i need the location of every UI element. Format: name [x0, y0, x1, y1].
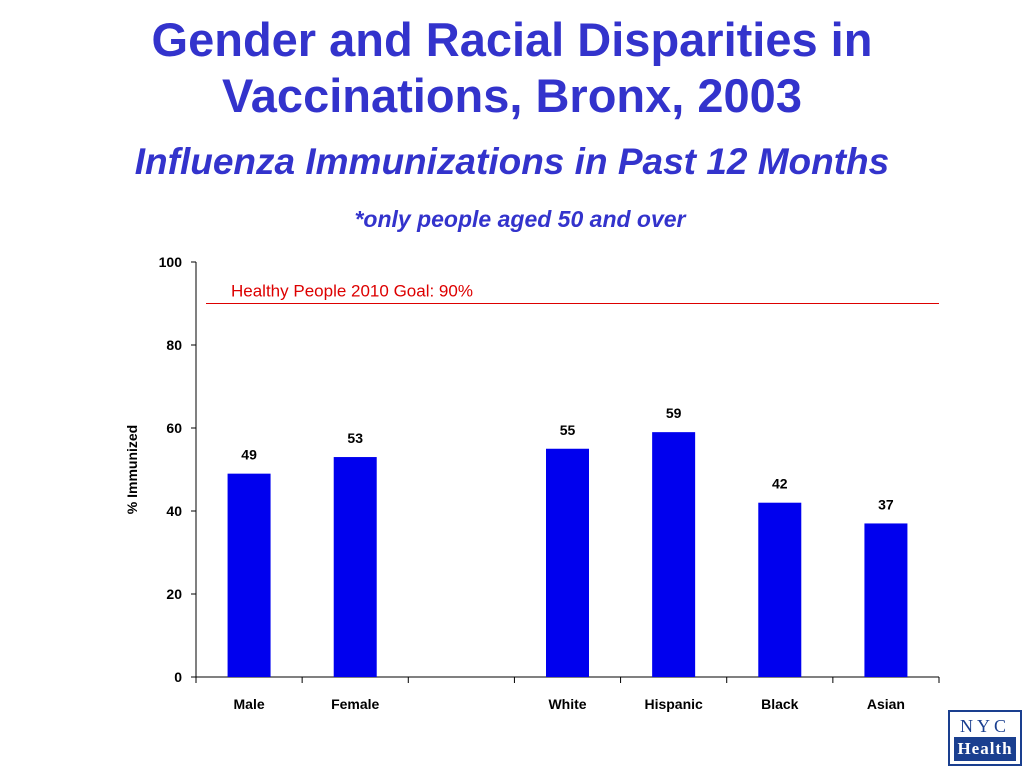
x-category-label: Asian: [867, 696, 905, 712]
data-label: 59: [666, 405, 682, 421]
y-tick-label: 40: [166, 503, 182, 519]
y-tick-label: 0: [174, 669, 182, 685]
bar: [546, 448, 589, 677]
bar-chart: 0 20 40 60 80 100 % Immunized 49 Male 53 Female 55 W…: [124, 254, 940, 712]
x-category-label: Male: [234, 696, 265, 712]
bar: [333, 457, 377, 677]
data-label: 37: [878, 496, 894, 512]
chart-title-line-2: Vaccinations, Bronx, 2003: [222, 69, 802, 122]
bar: [227, 473, 271, 677]
y-tick-label: 20: [166, 586, 182, 602]
data-label: 53: [347, 430, 363, 446]
goal-reference-label: Healthy People 2010 Goal: 90%: [231, 282, 473, 301]
bar: [758, 502, 802, 677]
bar: [652, 432, 696, 677]
chart-title-line-1: Gender and Racial Disparities in: [151, 13, 873, 66]
bar: [864, 523, 908, 677]
y-tick-label: 60: [166, 420, 182, 436]
x-category-label: White: [548, 696, 586, 712]
x-category-label: Hispanic: [644, 696, 703, 712]
population-note: *only people aged 50 and over: [354, 206, 686, 232]
chart-title: Gender and Racial Disparities in Vaccina…: [0, 12, 1024, 124]
data-label: 42: [772, 476, 788, 492]
logo-text-health: Health: [954, 737, 1016, 761]
y-tick-label: 100: [159, 254, 183, 270]
x-category-label: Black: [761, 696, 799, 712]
chart-subtitle: Influenza Immunizations in Past 12 Month…: [134, 141, 890, 182]
data-label: 49: [241, 447, 257, 463]
y-tick-label: 80: [166, 337, 182, 353]
data-label: 55: [560, 422, 576, 438]
logo-text-nyc: NYC: [959, 716, 1010, 736]
y-axis-title: % Immunized: [124, 425, 140, 514]
x-category-label: Female: [331, 696, 379, 712]
nyc-health-logo: NYC Health: [948, 710, 1022, 766]
